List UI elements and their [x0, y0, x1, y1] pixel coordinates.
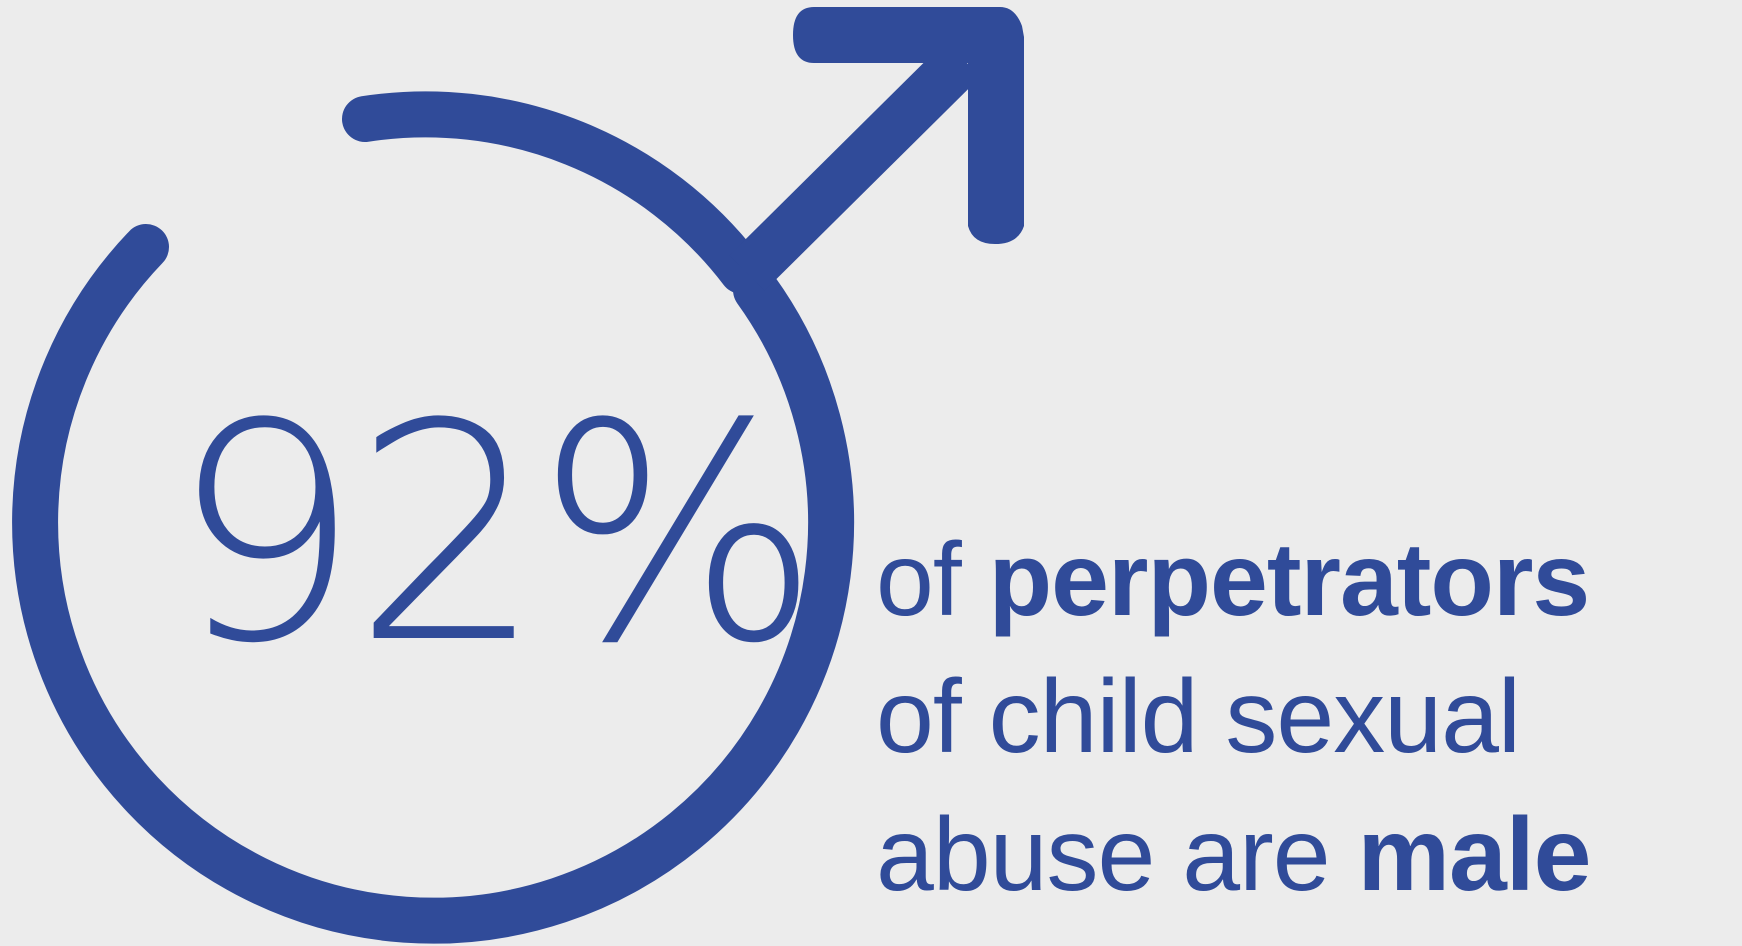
- caption-line-3: abuse are male: [876, 787, 1592, 924]
- male-symbol-arrow-head: [793, 7, 1024, 244]
- caption-line-2: of child sexual: [876, 659, 1521, 776]
- caption-line-1-plain: of: [876, 522, 989, 638]
- caption-line-1: of perpetrators: [876, 512, 1591, 649]
- male-symbol-ring: [12, 91, 855, 944]
- statistic-value: 92%: [170, 360, 821, 709]
- caption-emphasis-perpetrators: perpetrators: [988, 522, 1591, 638]
- statistic-caption: of perpetrators of child sexual abuse ar…: [876, 512, 1592, 924]
- caption-emphasis-male: male: [1357, 796, 1591, 913]
- male-symbol-arrow-shaft: [729, 41, 981, 291]
- caption-line-3-plain: abuse are: [876, 796, 1358, 913]
